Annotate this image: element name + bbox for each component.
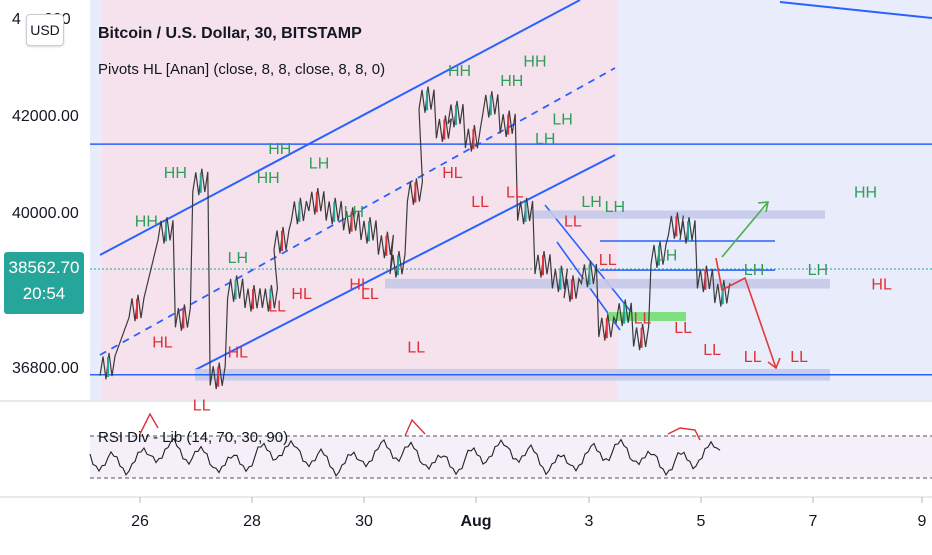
pivot-label-ll: LL <box>361 286 379 303</box>
pivot-label-hl: HL <box>152 335 173 352</box>
pivot-label-ll: LL <box>193 398 211 415</box>
rsi-overbought-segment <box>667 427 701 441</box>
channel-lower-line <box>194 154 616 371</box>
price-axis-tick: 40000.00 <box>12 205 79 222</box>
indicator-label: Pivots HL [Anan] (close, 8, 8, close, 8,… <box>98 61 385 78</box>
channel-upper-line <box>99 0 581 256</box>
bullish-projection-arrow <box>721 201 769 258</box>
pivot-label-hh: HH <box>500 73 523 90</box>
bullish-arrowhead <box>757 201 769 213</box>
rsi-overbought-segment <box>404 418 426 437</box>
pivot-label-hl: HL <box>442 165 463 182</box>
pivot-label-ll: LL <box>790 349 808 366</box>
pivot-label-lh: LH <box>535 131 555 148</box>
last-price-value: 38562.70 <box>8 258 80 277</box>
pivot-label-lh: LH <box>552 112 572 129</box>
time-axis-tick: 28 <box>243 513 261 530</box>
pivot-label-hl: HL <box>349 276 370 293</box>
chart-title: Bitcoin / U.S. Dollar, 30, BITSTAMP <box>98 25 362 42</box>
bearish-projection-arrow <box>715 257 777 369</box>
rsi-line <box>89 437 721 477</box>
pivot-label-ll: LL <box>407 339 425 356</box>
pivot-label-hh: HH <box>164 165 187 182</box>
time-axis-tick: 5 <box>697 513 706 530</box>
price-axis-top-partial: 4 <box>12 11 21 28</box>
pivot-label-ll: LL <box>634 310 652 327</box>
time-axis[interactable]: 26 28 30 Aug 3 5 7 9 <box>131 497 927 530</box>
last-price-tag: 38562.70 20:54 <box>4 252 84 314</box>
price-axis-tick: 36800.00 <box>12 360 79 377</box>
pivot-label-ll: LL <box>268 298 286 315</box>
pivot-label-ll: LL <box>703 342 721 359</box>
bearish-arrowhead <box>767 357 781 370</box>
pivot-label-ll: LL <box>564 213 582 230</box>
pivot-labels: HHHHHLLLLHHLHHHHLLHLLHLHHLLLLLHHHHHHLHHL… <box>135 54 892 415</box>
pivot-label-lh: LH <box>605 199 625 216</box>
pivot-label-lh: LH <box>228 250 248 267</box>
pivot-label-hh: HH <box>523 54 546 71</box>
projection-arrows <box>715 201 781 370</box>
pivot-label-lh: LH <box>744 262 764 279</box>
pivot-label-hl: HL <box>228 344 249 361</box>
pivot-label-hl: HL <box>871 276 892 293</box>
pivot-label-lh: LH <box>657 247 677 264</box>
time-axis-tick: Aug <box>460 513 491 530</box>
pivot-label-ll: LL <box>471 194 489 211</box>
rsi-overbought-segment <box>139 412 159 435</box>
time-axis-tick: 26 <box>131 513 149 530</box>
price-series <box>99 86 731 390</box>
price-axis[interactable]: 36800.00 40000.00 42000.00 <box>12 108 79 377</box>
channel-bg-pink <box>102 0 617 400</box>
currency-button[interactable]: USD <box>26 14 64 46</box>
price-axis-tick: 42000.00 <box>12 108 79 125</box>
horizontal-lines <box>90 143 932 376</box>
channel-layer <box>99 0 932 371</box>
time-axis-tick: 9 <box>918 513 927 530</box>
rsi-band <box>90 436 932 478</box>
pivot-label-ll: LL <box>506 184 524 201</box>
pivot-label-hl: HL <box>291 286 312 303</box>
pivot-label-hh: HH <box>257 170 280 187</box>
pivot-label-lh: LH <box>808 262 828 279</box>
pivot-label-hh: HH <box>135 213 158 230</box>
pivot-label-lh: LH <box>309 155 329 172</box>
pivot-label-hh: HH <box>854 184 877 201</box>
time-axis-tick: 7 <box>809 513 818 530</box>
pivot-label-ll: LL <box>744 349 762 366</box>
rsi-indicator-label: RSI Div - Lib (14, 70, 30, 90) <box>98 429 288 446</box>
bar-countdown: 20:54 <box>22 284 66 303</box>
rsi-series <box>89 412 721 477</box>
pivot-label-ll: LL <box>674 320 692 337</box>
time-axis-tick: 3 <box>585 513 594 530</box>
support-zone <box>525 210 825 219</box>
support-zone <box>385 278 830 289</box>
trend-line-top-right <box>779 1 932 19</box>
pivot-label-ll: LL <box>599 252 617 269</box>
pivot-label-hh: HH <box>268 141 291 158</box>
time-axis-tick: 30 <box>355 513 373 530</box>
pivot-label-lh: LH <box>344 204 364 221</box>
pivot-label-lh: LH <box>581 194 601 211</box>
green-demand-zone <box>608 312 686 321</box>
pivot-label-hh: HH <box>448 63 471 80</box>
